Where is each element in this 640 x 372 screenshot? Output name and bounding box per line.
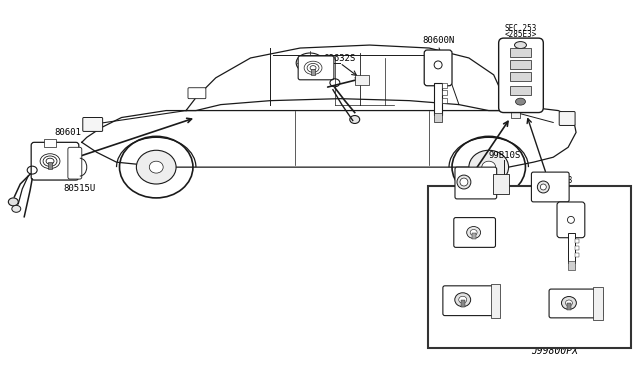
Bar	[48, 162, 52, 169]
Bar	[509, 48, 531, 57]
Bar	[442, 83, 447, 88]
Ellipse shape	[515, 42, 527, 48]
FancyBboxPatch shape	[557, 202, 585, 238]
Bar	[575, 239, 579, 243]
Ellipse shape	[12, 205, 20, 212]
Ellipse shape	[459, 296, 467, 303]
Bar	[44, 140, 56, 147]
Text: 80601: 80601	[54, 128, 81, 137]
Bar	[509, 72, 531, 81]
Ellipse shape	[149, 161, 163, 173]
Ellipse shape	[434, 61, 442, 69]
Ellipse shape	[566, 300, 572, 306]
FancyBboxPatch shape	[31, 142, 79, 180]
Text: SEC.843: SEC.843	[540, 176, 573, 185]
Bar	[575, 246, 579, 250]
Ellipse shape	[350, 116, 360, 124]
Polygon shape	[186, 45, 509, 110]
Ellipse shape	[120, 137, 193, 198]
Bar	[442, 98, 447, 103]
Bar	[567, 303, 571, 310]
Text: 80600N: 80600N	[422, 36, 454, 45]
Ellipse shape	[457, 175, 471, 189]
Ellipse shape	[540, 184, 547, 190]
Text: SEC.253: SEC.253	[504, 24, 537, 33]
Bar	[575, 253, 579, 257]
Bar	[355, 75, 369, 85]
Ellipse shape	[482, 161, 495, 173]
FancyBboxPatch shape	[455, 167, 497, 199]
Text: J99800PX: J99800PX	[532, 346, 579, 356]
Bar	[568, 233, 575, 263]
FancyBboxPatch shape	[454, 218, 495, 247]
Ellipse shape	[136, 150, 176, 184]
FancyBboxPatch shape	[559, 112, 575, 125]
Bar	[490, 284, 500, 318]
Bar	[511, 110, 520, 118]
Ellipse shape	[8, 198, 19, 206]
Ellipse shape	[460, 178, 468, 186]
Bar	[461, 300, 465, 307]
FancyBboxPatch shape	[443, 286, 499, 315]
Bar	[509, 60, 531, 69]
Text: B4460: B4460	[456, 200, 483, 209]
Bar	[568, 260, 575, 270]
Bar	[472, 234, 476, 240]
FancyBboxPatch shape	[549, 289, 603, 318]
Ellipse shape	[568, 217, 574, 223]
Ellipse shape	[538, 181, 549, 193]
FancyBboxPatch shape	[298, 56, 334, 80]
FancyBboxPatch shape	[68, 147, 82, 179]
Bar	[428, 186, 631, 349]
Text: (B4460M): (B4460M)	[540, 186, 577, 195]
Bar	[434, 113, 442, 122]
Text: 68632S: 68632S	[324, 54, 356, 63]
Bar	[434, 83, 442, 115]
Ellipse shape	[516, 98, 525, 105]
FancyBboxPatch shape	[424, 50, 452, 86]
FancyBboxPatch shape	[531, 172, 569, 202]
Ellipse shape	[452, 137, 525, 198]
Bar	[311, 69, 315, 75]
Text: 80515U: 80515U	[64, 184, 96, 193]
Ellipse shape	[469, 150, 509, 184]
Ellipse shape	[455, 293, 470, 307]
Bar	[509, 86, 531, 95]
Ellipse shape	[467, 227, 481, 238]
Bar	[593, 287, 603, 320]
Ellipse shape	[470, 230, 477, 235]
FancyBboxPatch shape	[499, 38, 543, 113]
Bar	[493, 174, 509, 194]
Bar	[442, 90, 447, 95]
FancyBboxPatch shape	[188, 88, 206, 99]
Text: 99B10S: 99B10S	[488, 151, 520, 160]
Text: <285E3>: <285E3>	[504, 30, 537, 39]
Ellipse shape	[561, 296, 577, 310]
Polygon shape	[82, 108, 576, 167]
FancyBboxPatch shape	[83, 118, 102, 131]
